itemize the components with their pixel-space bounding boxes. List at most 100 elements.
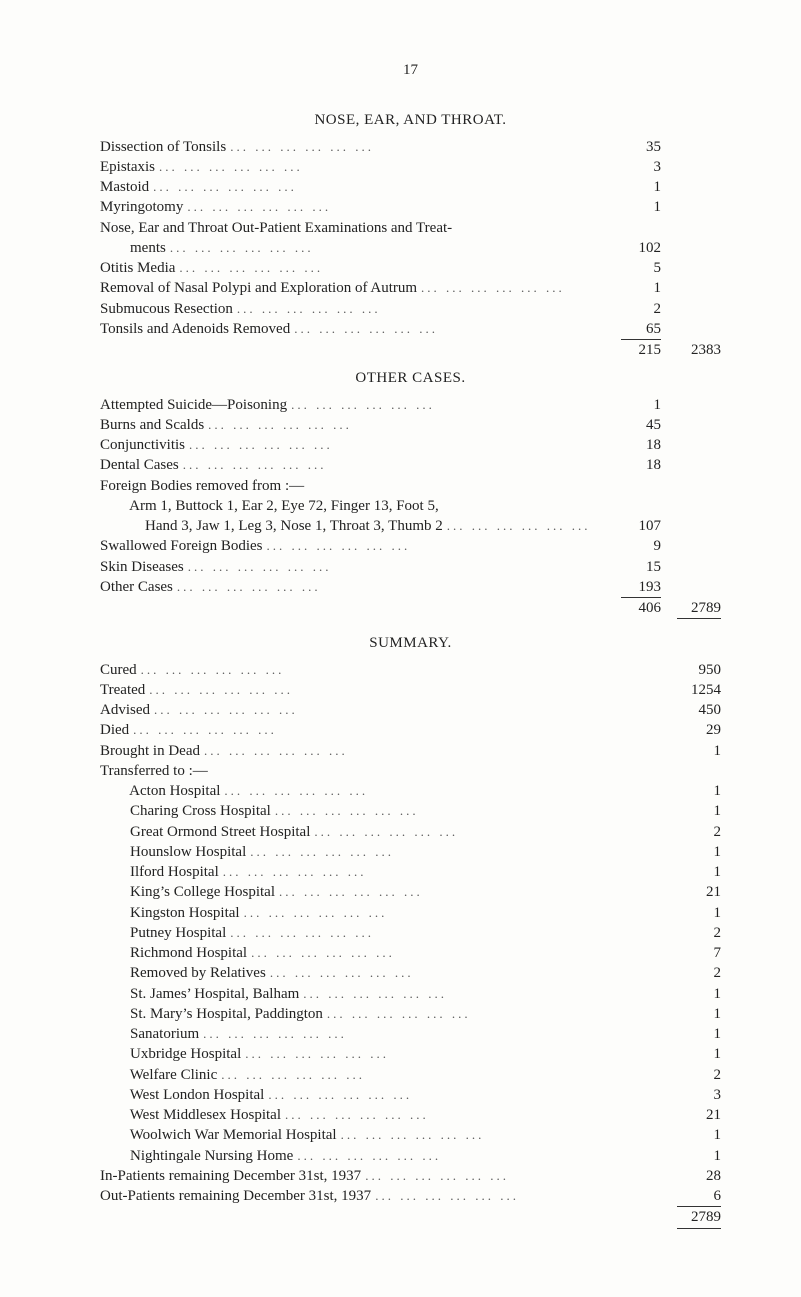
line-label: Epistaxis [100, 157, 155, 177]
line-label: Otitis Media [100, 258, 175, 278]
leader-dots: ... ... ... ... ... ... [240, 904, 661, 922]
leader-dots: ... ... ... ... ... ... [281, 1106, 661, 1124]
line-label: Woolwich War Memorial Hospital [100, 1125, 337, 1145]
leader-dots: ... ... ... ... ... ... [179, 456, 609, 474]
line-value: 1 [609, 395, 661, 415]
line-label: Kingston Hospital [100, 903, 240, 923]
leader-dots: ... ... ... ... ... ... [310, 823, 661, 841]
line-label: Uxbridge Hospital [100, 1044, 241, 1064]
line-label: ments [100, 238, 166, 258]
line-label: Arm 1, Buttock 1, Ear 2, Eye 72, Finger … [100, 496, 439, 516]
leader-dots: ... ... ... ... ... ... [266, 964, 661, 982]
leader-dots: ... ... ... ... ... ... [226, 138, 609, 156]
section-title-other: OTHER CASES. [100, 368, 721, 388]
line-label: Charing Cross Hospital [100, 801, 271, 821]
line-value: 102 [609, 238, 661, 258]
line-label: St. James’ Hospital, Balham [100, 984, 299, 1004]
line-total: 2 [661, 822, 721, 842]
line-value: 1 [609, 197, 661, 217]
line-total: 2 [661, 963, 721, 983]
line-total: 21 [661, 882, 721, 902]
line-label: Acton Hospital [100, 781, 220, 801]
leader-dots: ... ... ... ... ... ... [290, 320, 609, 338]
line-label: Welfare Clinic [100, 1065, 217, 1085]
line-label: Putney Hospital [100, 923, 226, 943]
leader-dots: ... ... ... ... ... ... [175, 259, 609, 277]
line-label: Myringotomy [100, 197, 183, 217]
leader-dots: ... ... ... ... ... ... [150, 701, 661, 719]
leader-dots: ... ... ... ... ... ... [226, 924, 661, 942]
leader-dots: ... ... ... ... ... ... [200, 742, 661, 760]
leader-dots: ... ... ... ... ... ... [155, 158, 609, 176]
line-value: 1 [609, 177, 661, 197]
leader-dots: ... ... ... ... ... ... [241, 1045, 661, 1063]
line-total: 1 [661, 862, 721, 882]
page-number: 17 [100, 60, 721, 80]
leader-dots: ... ... ... ... ... ... [184, 558, 609, 576]
leader-dots: ... ... ... ... ... ... [217, 1066, 661, 1084]
line-label: Attempted Suicide—Poisoning [100, 395, 287, 415]
subtotal-other: 406 [609, 598, 661, 618]
rule [677, 618, 721, 619]
line-total: 1 [661, 1125, 721, 1145]
line-total: 2 [661, 1065, 721, 1085]
line-total: 450 [661, 700, 721, 720]
line-label: Foreign Bodies removed from :— [100, 476, 304, 496]
line-label: Great Ormond Street Hospital [100, 822, 310, 842]
line-label: Removed by Relatives [100, 963, 266, 983]
line-total: 1254 [661, 680, 721, 700]
grand-total: 2789 [661, 1207, 721, 1227]
line-label: Skin Diseases [100, 557, 184, 577]
leader-dots: ... ... ... ... ... ... [337, 1126, 661, 1144]
rule [677, 1228, 721, 1229]
leader-dots: ... ... ... ... ... ... [149, 178, 609, 196]
line-label: Out-Patients remaining December 31st, 19… [100, 1186, 371, 1206]
line-label: Died [100, 720, 129, 740]
section-title-nose: NOSE, EAR, AND THROAT. [100, 110, 721, 130]
line-label: Removal of Nasal Polypi and Exploration … [100, 278, 417, 298]
line-label: Cured [100, 660, 137, 680]
line-value: 18 [609, 435, 661, 455]
line-label: Advised [100, 700, 150, 720]
leader-dots: ... ... ... ... ... ... [137, 661, 661, 679]
line-label: Other Cases [100, 577, 173, 597]
line-value: 15 [609, 557, 661, 577]
leader-dots: ... ... ... ... ... ... [443, 517, 609, 535]
line-total: 1 [661, 903, 721, 923]
line-label: Dissection of Tonsils [100, 137, 226, 157]
line-total: 1 [661, 781, 721, 801]
leader-dots: ... ... ... ... ... ... [299, 985, 661, 1003]
line-label: Submucous Resection [100, 299, 233, 319]
line-label: Tonsils and Adenoids Removed [100, 319, 290, 339]
line-label: Nose, Ear and Throat Out-Patient Examina… [100, 218, 452, 238]
line-label: Dental Cases [100, 455, 179, 475]
line-total: 3 [661, 1085, 721, 1105]
leader-dots: ... ... ... ... ... ... [219, 863, 661, 881]
line-total: 21 [661, 1105, 721, 1125]
leader-dots: ... ... ... ... ... ... [129, 721, 661, 739]
line-value: 193 [609, 577, 661, 597]
leader-dots: ... ... ... ... ... ... [173, 578, 609, 596]
line-value: 45 [609, 415, 661, 435]
line-value: 5 [609, 258, 661, 278]
line-label: Ilford Hospital [100, 862, 219, 882]
line-label: Nightingale Nursing Home [100, 1146, 293, 1166]
leader-dots: ... ... ... ... ... ... [204, 416, 609, 434]
total-nose: 2383 [661, 340, 721, 360]
line-label: Transferred to :— [100, 761, 208, 781]
section-title-summary: SUMMARY. [100, 633, 721, 653]
line-value: 18 [609, 455, 661, 475]
line-total: 1 [661, 741, 721, 761]
line-value: 9 [609, 536, 661, 556]
line-total: 7 [661, 943, 721, 963]
subtotal-nose: 215 [609, 340, 661, 360]
line-label: Swallowed Foreign Bodies [100, 536, 263, 556]
line-total: 1 [661, 984, 721, 1004]
line-label: Richmond Hospital [100, 943, 247, 963]
total-other: 2789 [661, 598, 721, 618]
line-total: 950 [661, 660, 721, 680]
line-label: Sanatorium [100, 1024, 199, 1044]
leader-dots: ... ... ... ... ... ... [271, 802, 661, 820]
leader-dots: ... ... ... ... ... ... [183, 198, 609, 216]
line-label: Mastoid [100, 177, 149, 197]
